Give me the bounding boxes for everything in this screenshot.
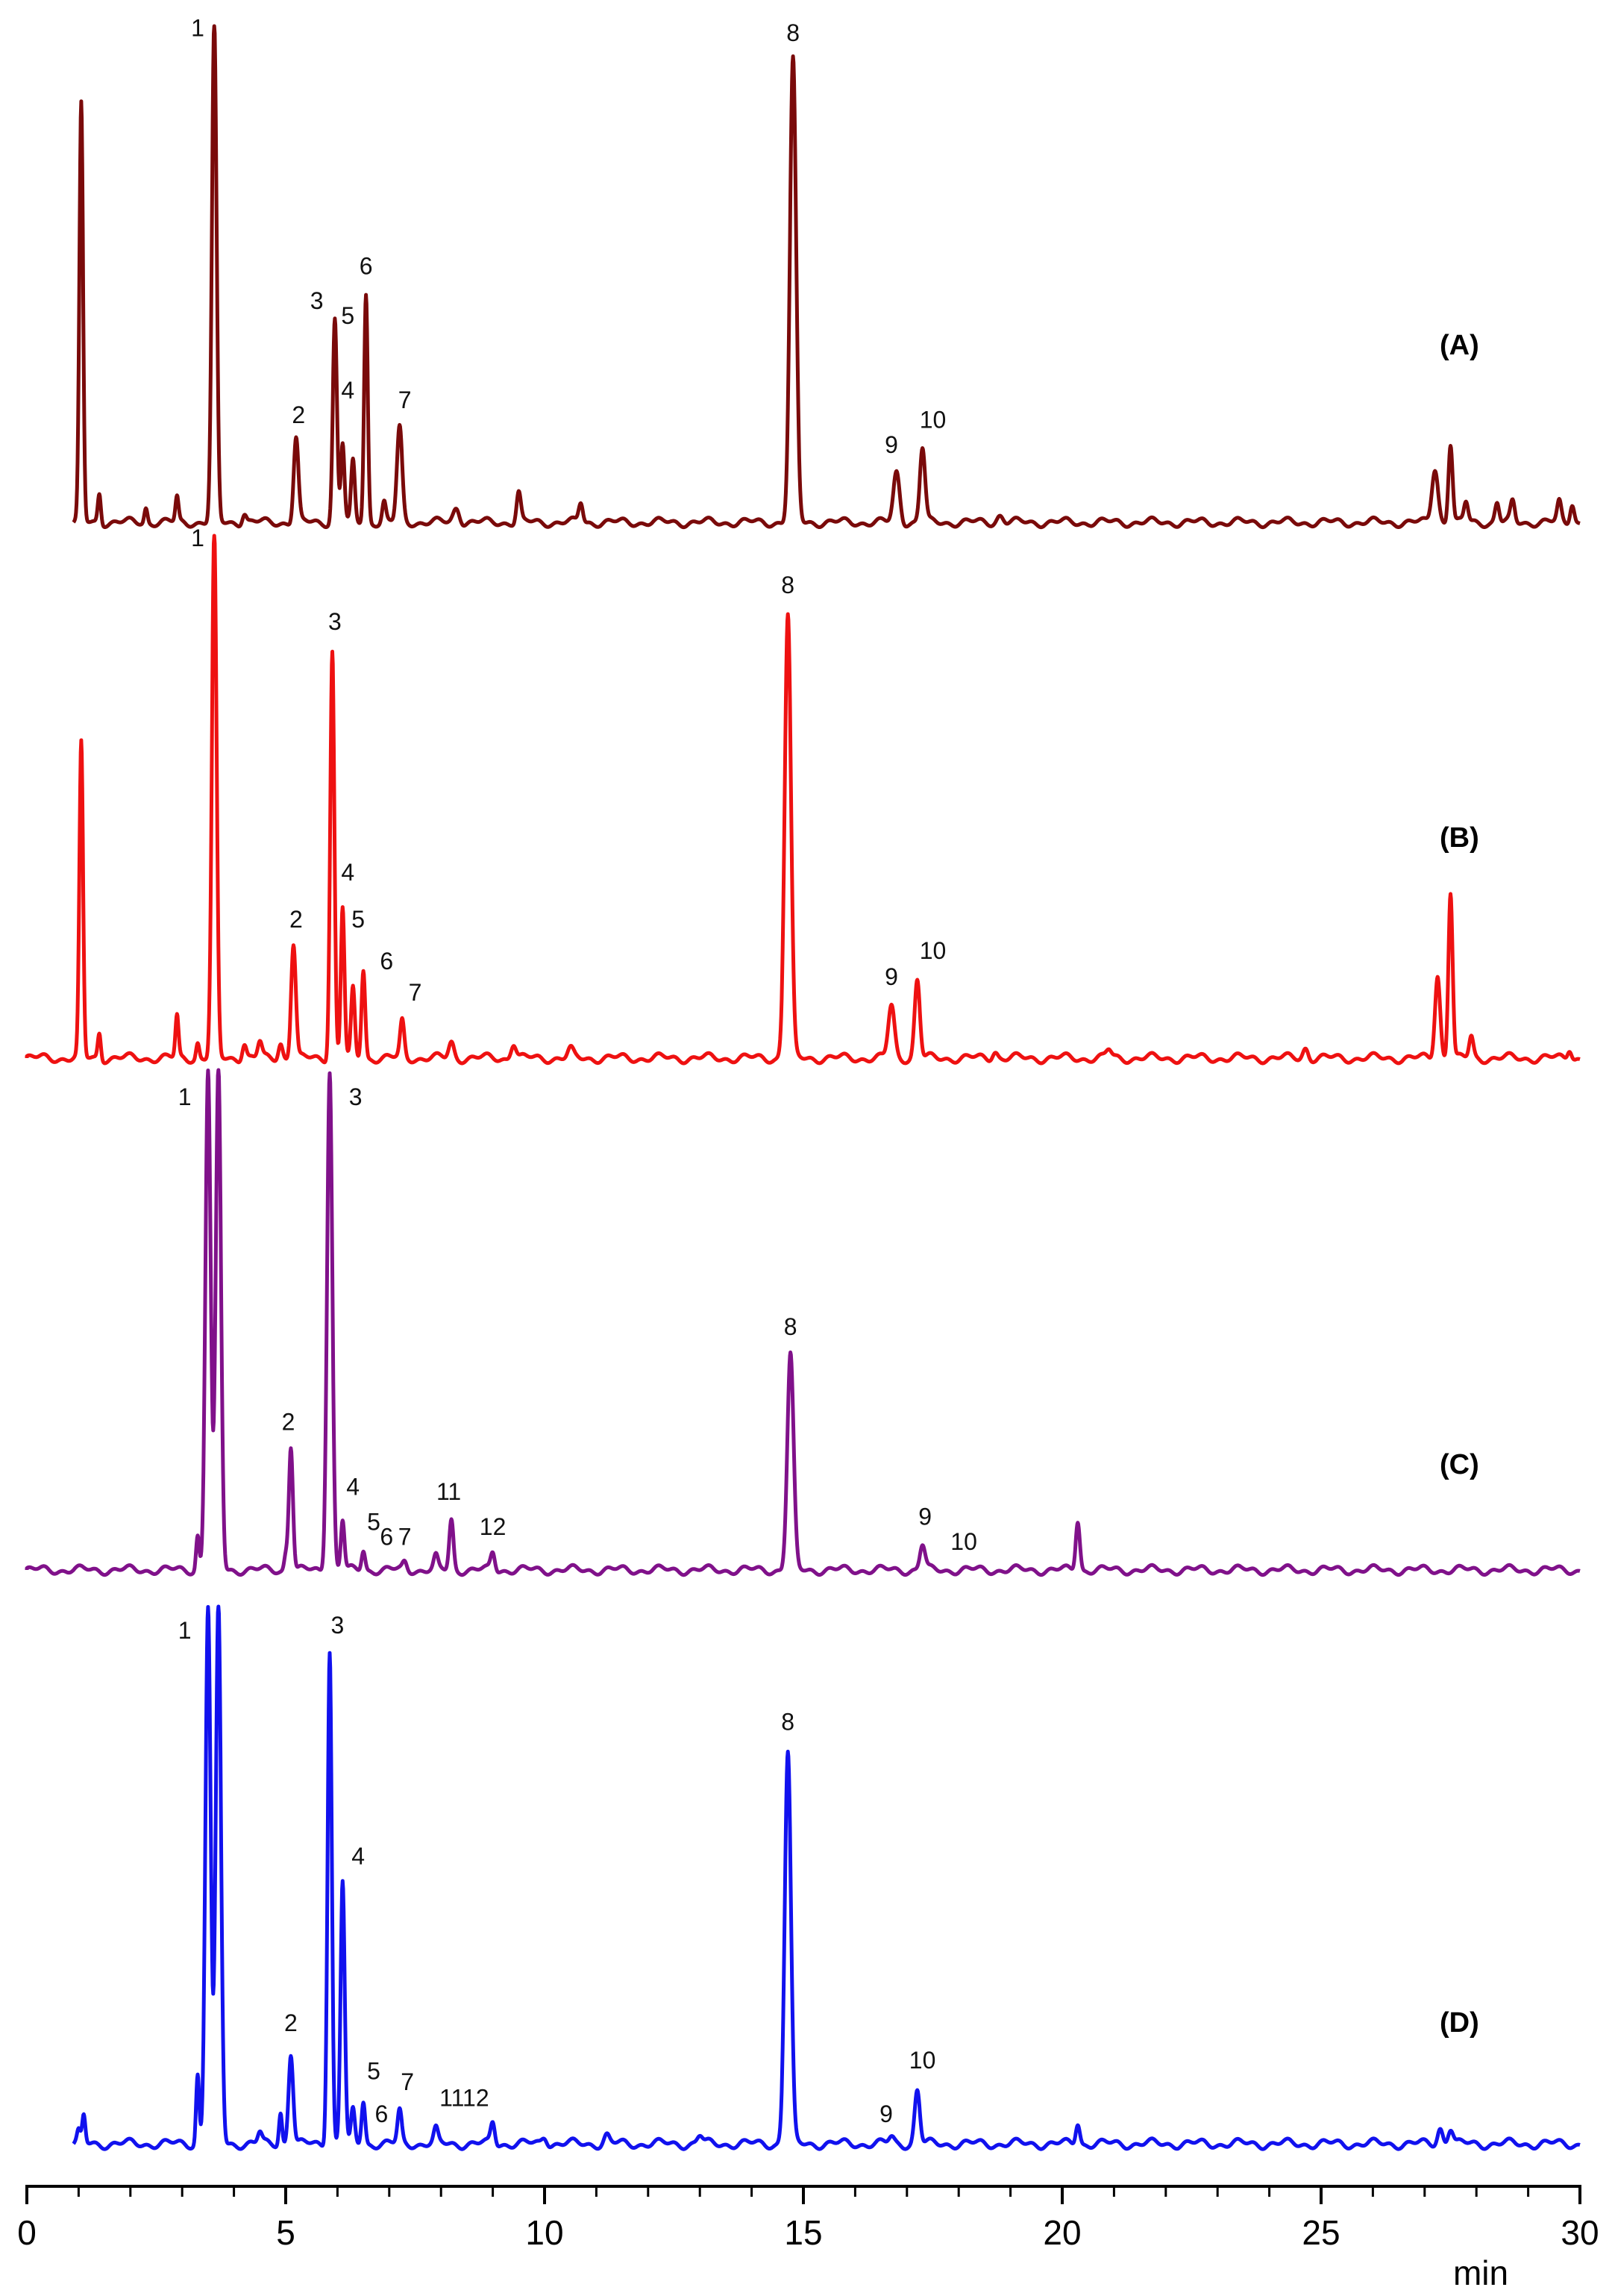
peak-label: 6	[375, 2101, 389, 2127]
peak-label: 6	[360, 253, 373, 280]
panel-label-c: (C)	[1440, 1449, 1479, 1480]
x-tick-label: 5	[276, 2213, 295, 2252]
peak-label: 1	[178, 1617, 192, 1644]
peak-label: 5	[367, 1508, 380, 1535]
x-tick-label: 0	[17, 2213, 37, 2252]
peak-label: 3	[310, 287, 324, 314]
peak-label: 1112	[439, 2085, 489, 2112]
peak-label: 11	[436, 1478, 461, 1505]
x-tick-label: 30	[1561, 2213, 1599, 2252]
peak-label: 7	[398, 387, 412, 413]
peak-label: 7	[398, 1524, 412, 1551]
peak-label: 10	[920, 407, 947, 434]
trace-c	[25, 1068, 1581, 1577]
peak-label: 2	[292, 401, 305, 428]
x-tick-label: 25	[1302, 2213, 1340, 2252]
peak-label: 8	[781, 1709, 794, 1736]
peak-label: 12	[480, 1513, 507, 1540]
peak-label: 2	[289, 906, 303, 933]
peak-label: 7	[409, 979, 422, 1006]
peak-label: 8	[786, 19, 800, 46]
chromatogram-traces	[25, 24, 1581, 2151]
peak-label: 2	[282, 1408, 295, 1435]
x-tick-label: 15	[784, 2213, 822, 2252]
peak-label: 4	[341, 377, 354, 404]
x-ticks: 0 5 10 15 20 25 30	[17, 2186, 1599, 2252]
peak-label: 9	[918, 1504, 932, 1530]
peak-label: 10	[909, 2047, 936, 2074]
peak-label: 7	[401, 2068, 414, 2095]
peak-label: 8	[784, 1313, 797, 1340]
trace-d	[72, 1604, 1581, 2151]
panel-labels: (A) (B) (C) (D)	[1440, 330, 1479, 2039]
peak-label: 4	[341, 859, 354, 886]
peak-label: 1	[178, 1083, 192, 1110]
peak-label: 10	[950, 1528, 977, 1555]
peak-label: 9	[879, 2101, 893, 2127]
peak-label: 3	[331, 1612, 345, 1639]
trace-b	[25, 534, 1581, 1066]
peak-label: 10	[920, 937, 947, 964]
peak-label: 3	[328, 608, 342, 635]
peak-label: 2	[284, 2009, 298, 2036]
x-tick-label: 20	[1043, 2213, 1081, 2252]
peak-label: 9	[885, 963, 898, 990]
peak-label: 3	[349, 1083, 363, 1110]
peak-label: 8	[781, 572, 794, 598]
peak-label: 1	[191, 525, 204, 551]
peak-label: 6	[380, 1524, 393, 1551]
panel-label-b: (B)	[1440, 822, 1479, 854]
x-tick-label: 10	[525, 2213, 563, 2252]
panel-label-a: (A)	[1440, 330, 1479, 361]
peak-label: 5	[341, 302, 354, 329]
x-axis-unit-label: min	[1453, 2253, 1508, 2292]
panel-label-d: (D)	[1440, 2007, 1479, 2039]
peak-label: 4	[346, 1474, 360, 1501]
peak-label: 5	[351, 906, 365, 933]
trace-a	[72, 24, 1581, 530]
peak-label: 4	[351, 1843, 365, 1870]
peak-label: 6	[380, 948, 393, 975]
peak-label: 5	[367, 2058, 380, 2085]
x-axis: 0 5 10 15 20 25 30 min	[17, 2185, 1599, 2292]
peak-label: 9	[885, 431, 898, 458]
peak-label: 1	[191, 14, 204, 41]
